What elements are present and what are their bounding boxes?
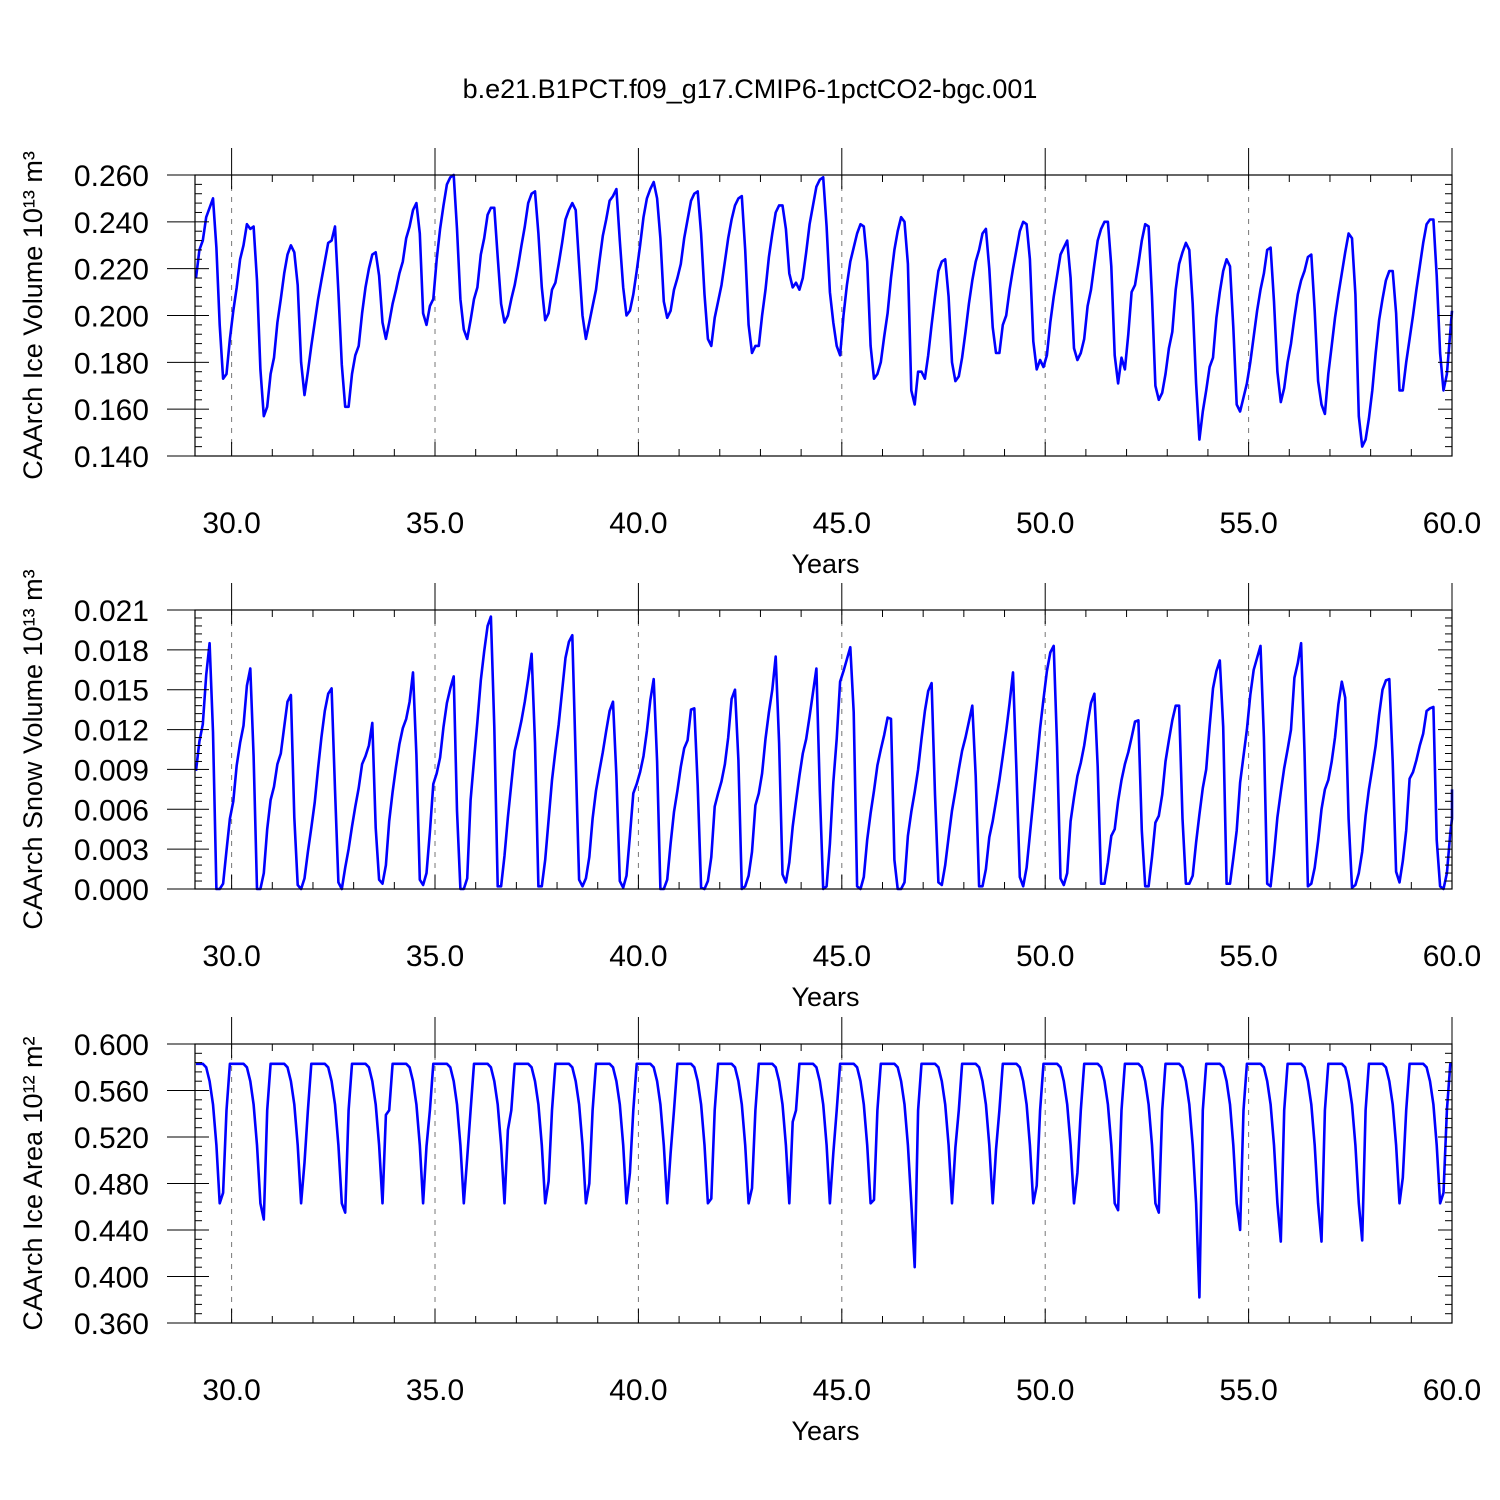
y-tick-label: 0.160 <box>74 394 149 427</box>
x-tick-label: 60.0 <box>1423 507 1481 540</box>
plot-frame <box>194 609 1453 890</box>
x-tick-label: 35.0 <box>406 507 464 540</box>
x-tick-label: 50.0 <box>1016 940 1074 973</box>
y-tick-label: 0.180 <box>74 347 149 380</box>
y-tick-label: 0.015 <box>74 675 149 708</box>
y-tick-label: 0.260 <box>74 160 149 193</box>
y-tick-label: 0.600 <box>74 1029 149 1062</box>
y-tick-label: 0.220 <box>74 254 149 287</box>
y-tick-label: 0.003 <box>74 834 149 867</box>
y-tick-label: 0.520 <box>74 1122 149 1155</box>
y-axis-label: CAArch Ice Volume 10¹³ m³ <box>18 151 48 480</box>
x-tick-label: 40.0 <box>609 507 667 540</box>
y-tick-label: 0.009 <box>74 754 149 787</box>
y-tick-label: 0.012 <box>74 715 149 748</box>
x-tick-label: 40.0 <box>609 940 667 973</box>
x-tick-label: 35.0 <box>406 940 464 973</box>
y-axis-label: CAArch Snow Volume 10¹³ m³ <box>18 569 48 929</box>
x-tick-label: 30.0 <box>202 940 260 973</box>
x-tick-label: 60.0 <box>1423 940 1481 973</box>
y-tick-label: 0.440 <box>74 1215 149 1248</box>
series-line <box>194 173 1454 448</box>
x-tick-label: 30.0 <box>202 1374 260 1407</box>
x-tick-label: 50.0 <box>1016 1374 1074 1407</box>
y-tick-label: 0.140 <box>74 441 149 474</box>
plot-frame <box>194 174 1453 457</box>
x-axis-label: Years <box>791 982 859 1012</box>
figure-title: b.e21.B1PCT.f09_g17.CMIP6-1pctCO2-bgc.00… <box>462 74 1038 104</box>
y-tick-label: 0.560 <box>74 1076 149 1109</box>
x-tick-label: 45.0 <box>813 1374 871 1407</box>
y-tick-label: 0.240 <box>74 207 149 240</box>
x-tick-label: 45.0 <box>813 940 871 973</box>
panel-snow-volume: 0.000 0.003 0.006 0.009 0.012 0.015 0.018 0.021… <box>18 569 1481 1012</box>
y-tick-label: 0.021 <box>74 595 149 628</box>
panel-ice-area: 0.360 0.400 0.440 0.480 0.520 0.560 0.600 30.0 3… <box>18 1017 1481 1446</box>
x-tick-label: 30.0 <box>202 507 260 540</box>
x-tick-label: 60.0 <box>1423 1374 1481 1407</box>
series-line <box>194 615 1454 891</box>
panel-ice-volume: 0.140 0.160 0.180 0.200 0.220 0.240 0.260 30.0 3… <box>18 148 1481 579</box>
y-tick-label: 0.360 <box>74 1308 149 1341</box>
x-tick-label: 55.0 <box>1219 1374 1277 1407</box>
x-tick-label: 40.0 <box>609 1374 667 1407</box>
x-tick-label: 55.0 <box>1219 940 1277 973</box>
y-tick-label: 0.006 <box>74 794 149 827</box>
x-tick-label: 50.0 <box>1016 507 1074 540</box>
x-tick-label: 45.0 <box>813 507 871 540</box>
y-tick-label: 0.000 <box>74 874 149 907</box>
series-line <box>196 1062 1452 1299</box>
x-axis-label: Years <box>791 1416 859 1446</box>
y-tick-label: 0.480 <box>74 1169 149 1202</box>
y-tick-label: 0.400 <box>74 1262 149 1295</box>
y-tick-label: 0.200 <box>74 301 149 334</box>
y-tick-label: 0.018 <box>74 635 149 668</box>
x-axis-label: Years <box>791 549 859 579</box>
y-axis-label: CAArch Ice Area 10¹² m² <box>18 1036 48 1330</box>
x-tick-label: 55.0 <box>1219 507 1277 540</box>
x-tick-label: 35.0 <box>406 1374 464 1407</box>
